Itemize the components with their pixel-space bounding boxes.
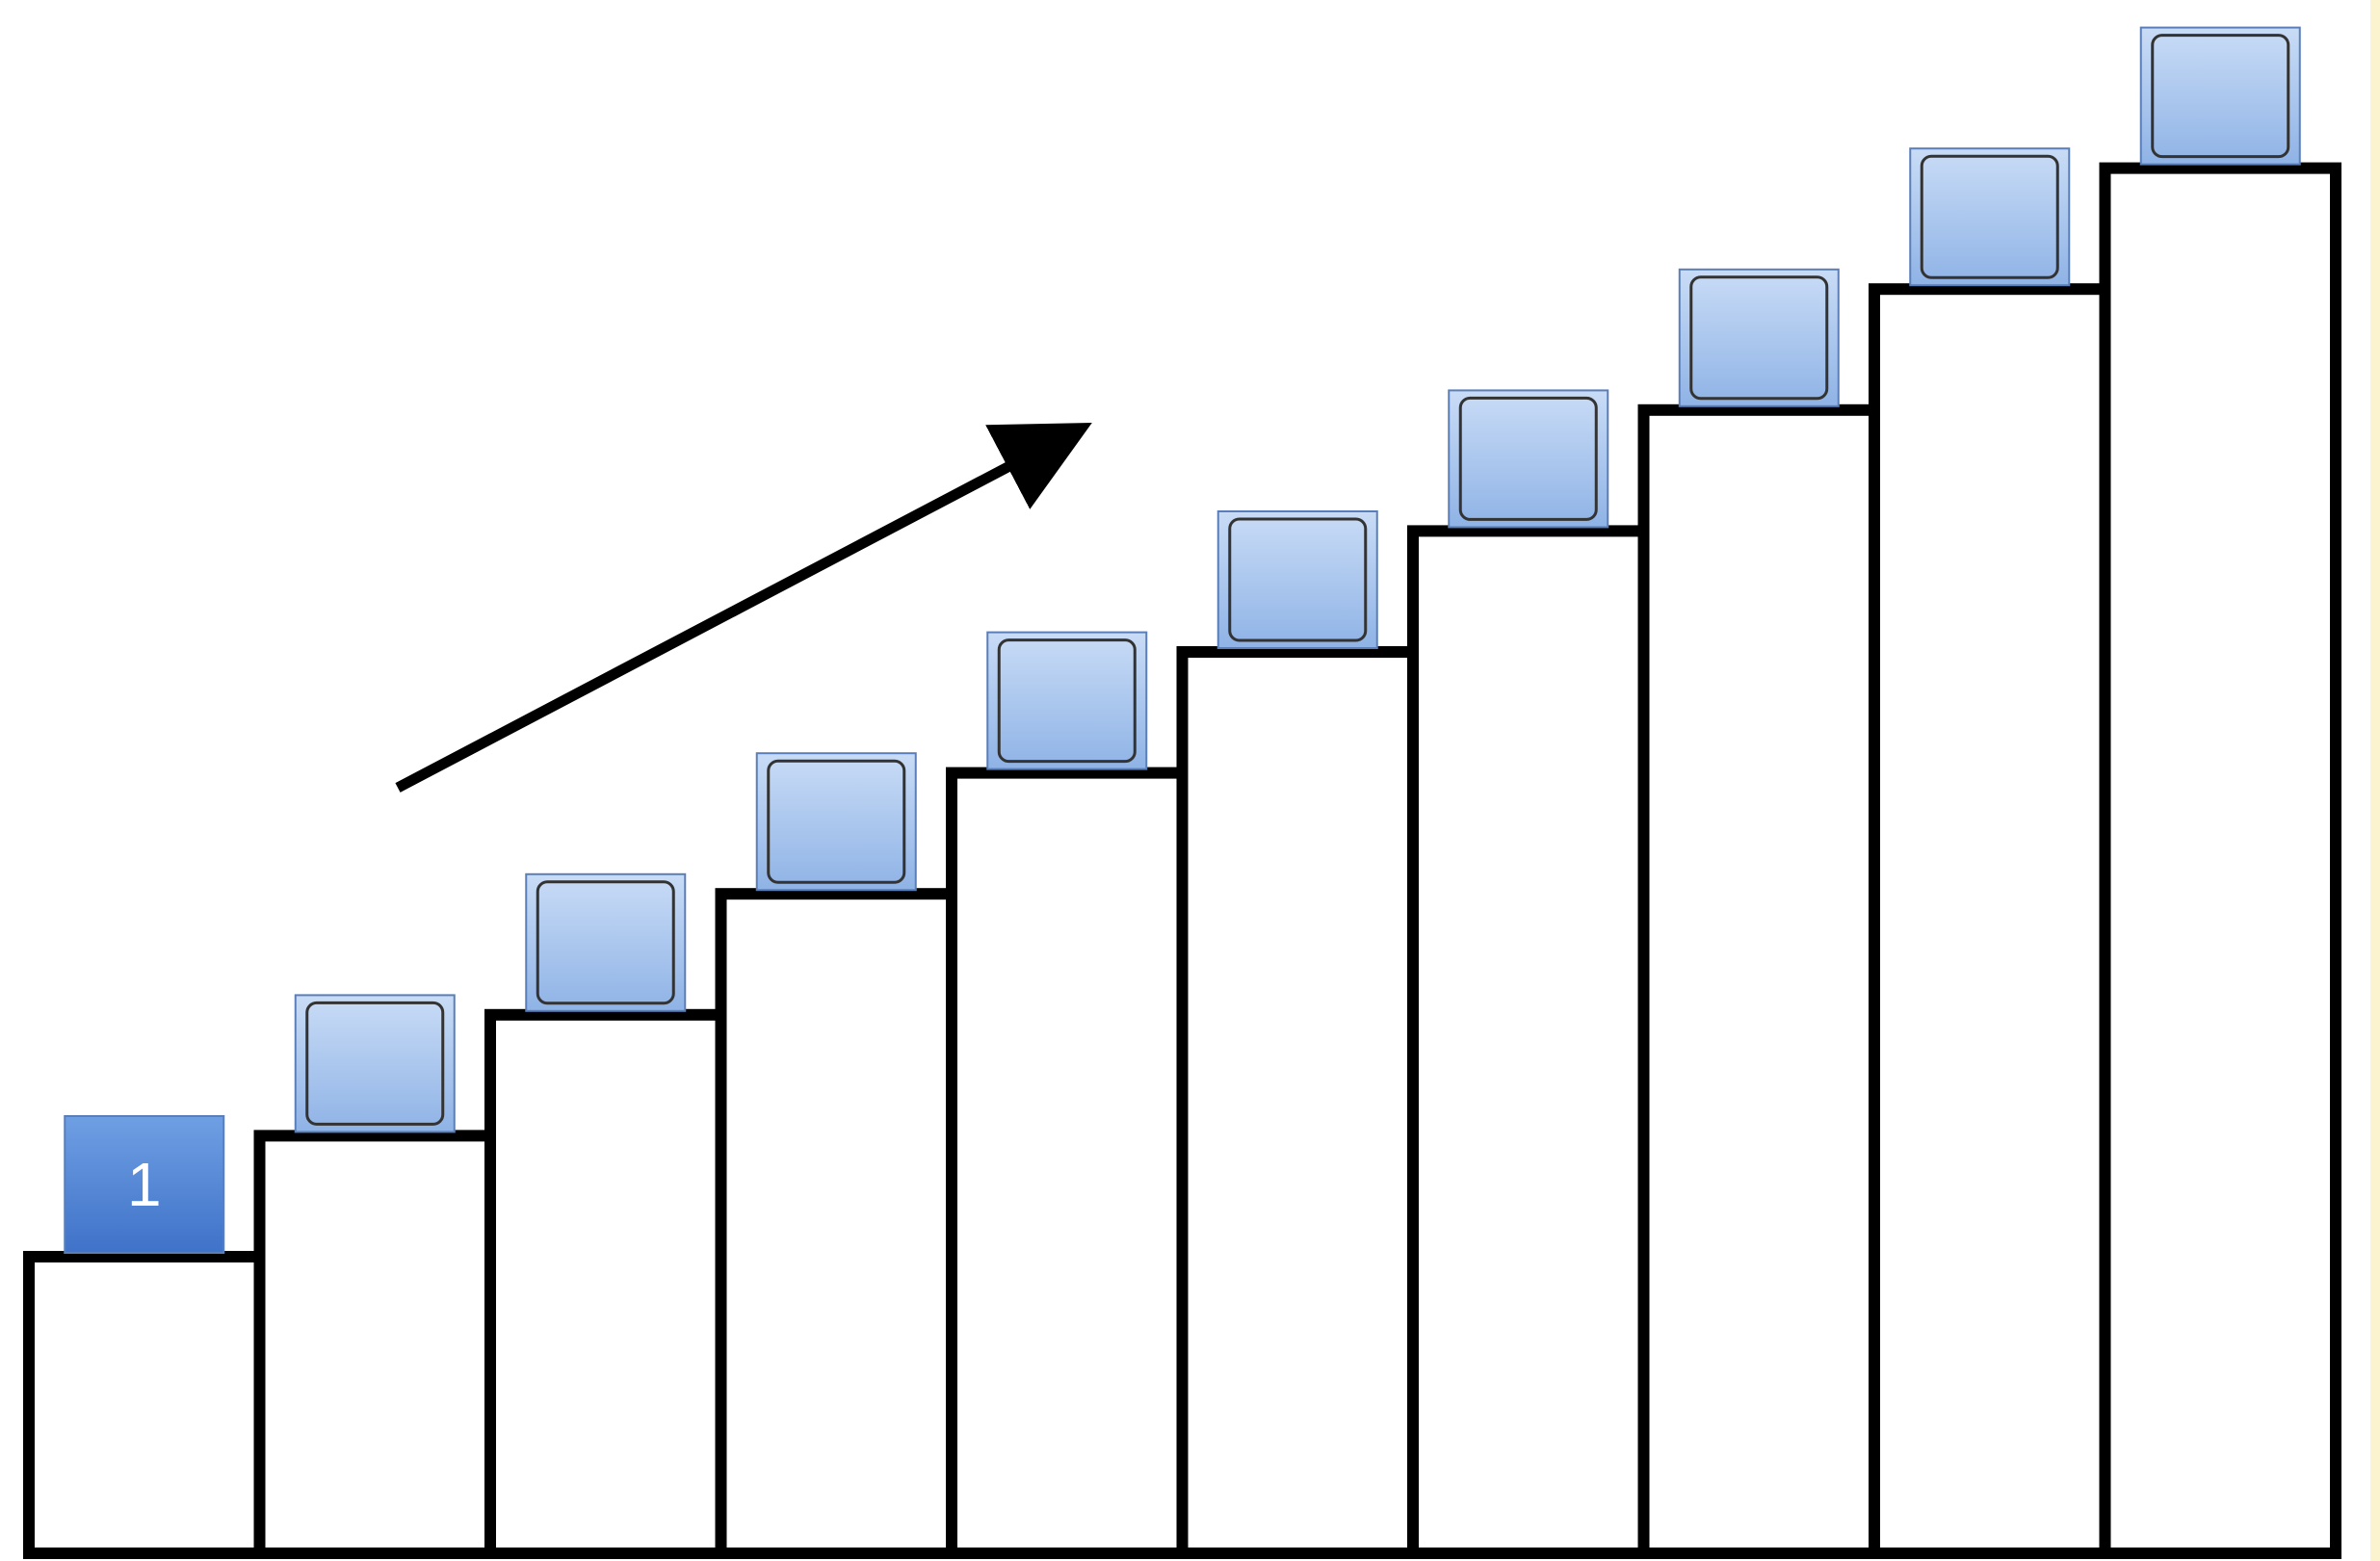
up-right-arrow-icon xyxy=(395,422,1092,793)
stair-step-9 xyxy=(1869,283,2111,1560)
blocks-group: 1 xyxy=(64,26,2301,1254)
step-block-1: 1 xyxy=(64,1115,225,1254)
step-block-6 xyxy=(1216,510,1378,649)
block-inner-frame xyxy=(1920,154,2059,279)
step-block-8 xyxy=(1678,268,1840,407)
block-face xyxy=(1678,268,1840,407)
step-block-10 xyxy=(2139,26,2301,166)
block-inner-frame xyxy=(305,1001,445,1126)
stair-step-8 xyxy=(1637,403,1880,1559)
step-block-3 xyxy=(525,872,687,1012)
block-face xyxy=(2139,26,2301,166)
stair-step-1 xyxy=(23,1251,266,1559)
steps-group xyxy=(23,162,2341,1560)
block-inner-frame xyxy=(767,759,906,884)
block-face xyxy=(1216,510,1378,649)
step-block-4 xyxy=(755,752,917,892)
block-face xyxy=(986,631,1148,770)
block-face xyxy=(1909,147,2071,287)
stair-step-3 xyxy=(484,1008,727,1560)
step-block-7 xyxy=(1448,389,1609,529)
block-inner-frame xyxy=(536,880,675,1005)
block-face xyxy=(294,994,456,1133)
block-label: 1 xyxy=(127,1150,162,1219)
block-face xyxy=(525,872,687,1012)
stair-step-5 xyxy=(946,767,1189,1559)
step-block-2 xyxy=(294,994,456,1133)
block-face xyxy=(755,752,917,892)
stair-step-10 xyxy=(2099,162,2341,1560)
block-inner-frame xyxy=(1228,517,1368,642)
stair-step-6 xyxy=(1176,646,1419,1559)
block-inner-frame xyxy=(2151,34,2290,159)
stair-step-2 xyxy=(253,1130,496,1560)
step-block-5 xyxy=(986,631,1148,770)
block-face xyxy=(64,1115,225,1254)
block-face xyxy=(1448,389,1609,529)
step-block-9 xyxy=(1909,147,2071,287)
block-inner-frame xyxy=(1458,396,1598,521)
stair-step-7 xyxy=(1407,525,1650,1559)
block-inner-frame xyxy=(1689,275,1829,401)
block-inner-frame xyxy=(997,638,1137,764)
right-edge-strip xyxy=(2370,0,2380,1561)
stair-step-4 xyxy=(715,888,957,1559)
